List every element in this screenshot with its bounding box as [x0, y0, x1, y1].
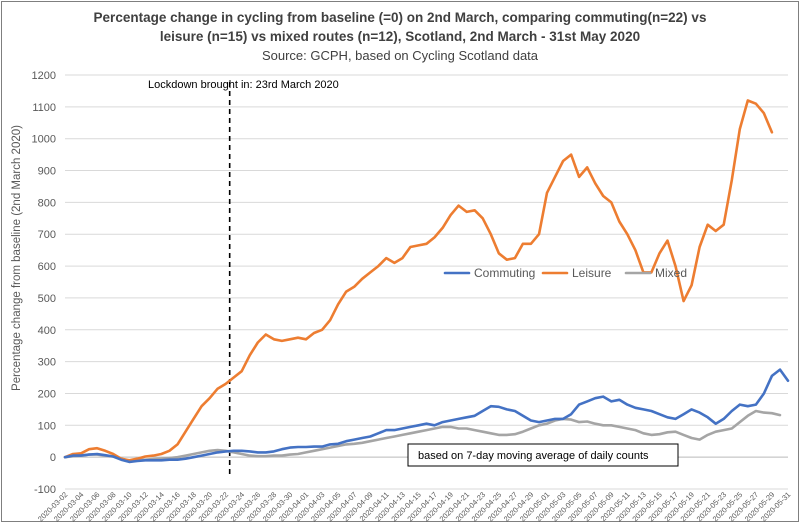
- y-tick-label: 300: [38, 357, 56, 369]
- y-axis-ticks: -100 0 100 200 300 400 500 600 700 800 900 1000 1100…: [32, 70, 56, 496]
- legend-label-commuting: Commuting: [474, 266, 535, 280]
- chart-title-line-2: leisure (n=15) vs mixed routes (n=12), S…: [159, 29, 641, 44]
- note-box: based on 7-day moving average of daily c…: [407, 443, 679, 467]
- y-axis-label: Percentage change from baseline (2nd Mar…: [11, 125, 23, 391]
- y-tick-label: 600: [38, 261, 56, 273]
- legend: Commuting Leisure Mixed: [443, 266, 687, 280]
- series-line-mixed: [63, 409, 782, 463]
- y-tick-label: 100: [38, 420, 56, 432]
- note-box-text: based on 7-day moving average of daily c…: [418, 450, 649, 462]
- y-tick-label: 1200: [32, 70, 56, 82]
- chart-subtitle: Source: GCPH, based on Cycling Scotland …: [261, 48, 539, 63]
- lockdown-annotation: Lockdown brought in: 23rd March 2020: [148, 79, 339, 91]
- y-tick-label: 700: [38, 229, 56, 241]
- series-lines: [63, 99, 790, 464]
- y-tick-label: -100: [34, 484, 56, 496]
- y-tick-label: 1100: [32, 102, 56, 114]
- series-line-commuting: [63, 368, 790, 464]
- series-line-leisure: [63, 99, 774, 462]
- legend-label-mixed: Mixed: [655, 266, 687, 280]
- y-tick-label: 900: [38, 166, 56, 178]
- y-tick-label: 800: [38, 197, 56, 209]
- y-tick-label: 1000: [32, 134, 56, 146]
- chart-title-block: Percentage change in cycling from baseli…: [0, 8, 800, 65]
- y-tick-label: 400: [38, 325, 56, 337]
- x-axis-ticks: 2020-03-022020-03-042020-03-062020-03-08…: [36, 490, 792, 523]
- y-tick-label: 200: [38, 388, 56, 400]
- y-tick-label: 500: [38, 293, 56, 305]
- y-tick-label: 0: [50, 452, 56, 464]
- legend-label-leisure: Leisure: [572, 266, 612, 280]
- chart-title-line-1: Percentage change in cycling from baseli…: [93, 10, 707, 25]
